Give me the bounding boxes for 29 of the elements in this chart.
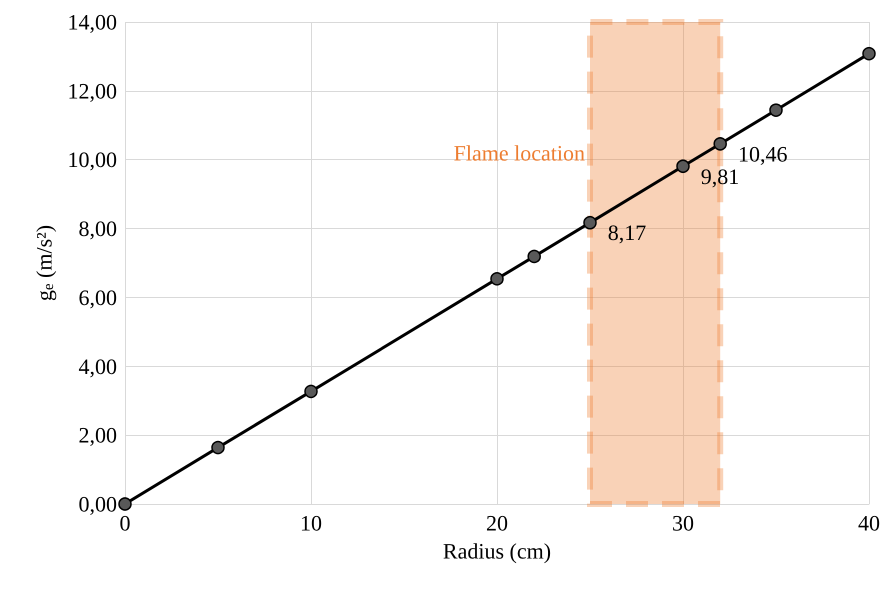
point (769, 103, 783, 117)
y-tick-label: 4,00 (78, 354, 117, 379)
data-label: 8,17 (608, 220, 646, 246)
x-tick-label: 20 (486, 510, 508, 536)
point (211, 440, 225, 454)
data-label: 10,46 (738, 141, 788, 166)
point (118, 497, 132, 511)
x-tick-label: 30 (672, 510, 694, 536)
point (862, 46, 876, 60)
point (583, 216, 597, 230)
x-tick-label: 10 (300, 510, 322, 536)
point (490, 272, 504, 286)
y-tick-label: 10,00 (68, 147, 117, 172)
point (304, 384, 318, 398)
y-tick-label: 8,00 (78, 216, 117, 242)
point (713, 137, 727, 151)
x-axis-title: Radius (cm) (442, 538, 552, 564)
y-axis-title: ge (m/s²) (32, 224, 58, 302)
data-label: 9,81 (700, 164, 740, 189)
x-tick-label: 0 (120, 510, 130, 536)
y-tick-label: 2,00 (78, 422, 117, 448)
point (676, 160, 690, 173)
point (527, 250, 541, 264)
y-tick-label: 14,00 (68, 10, 117, 34)
band-label: Flame location (454, 140, 585, 166)
y-tick-label: 6,00 (78, 284, 117, 310)
x-tick-label: 40 (858, 510, 880, 536)
y-tick-label: 0,00 (78, 492, 117, 516)
y-tick-label: 12,00 (68, 78, 117, 104)
